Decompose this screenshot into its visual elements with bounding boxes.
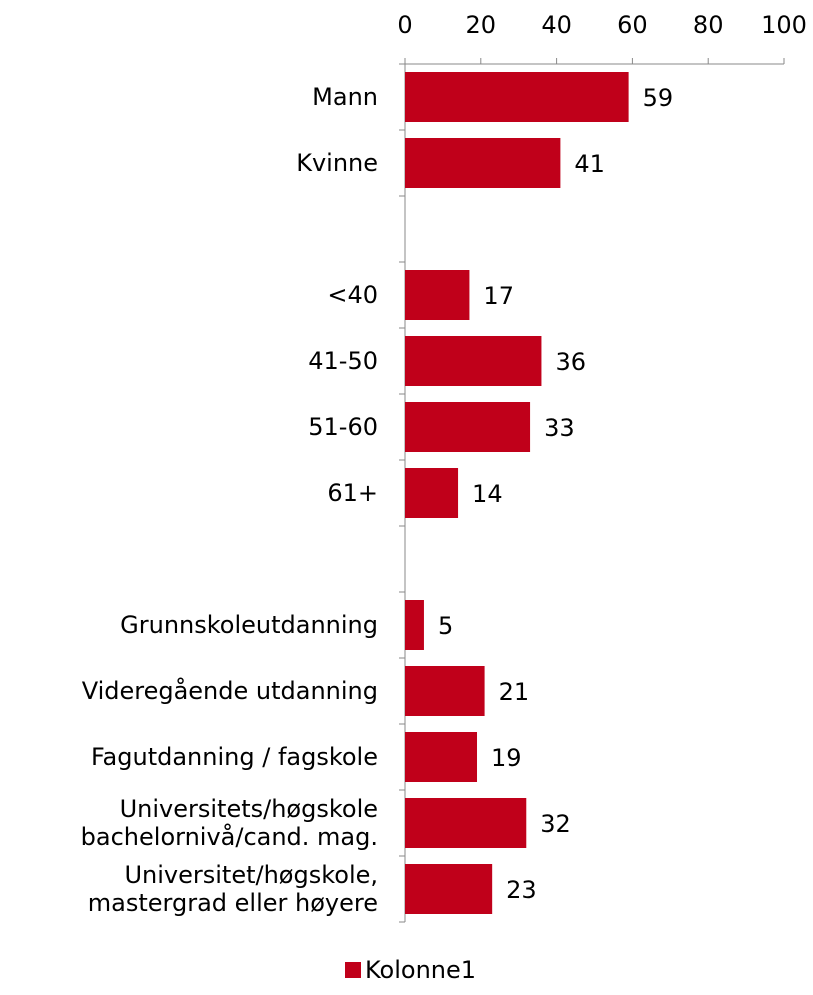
value-label: 17 xyxy=(483,282,514,310)
value-label: 33 xyxy=(544,414,575,442)
y-tick-label: Universitet/høgskole, mastergrad eller h… xyxy=(87,861,378,917)
y-tick-label: 41-50 xyxy=(308,347,378,375)
value-label: 36 xyxy=(555,348,586,376)
value-label: 21 xyxy=(499,678,530,706)
bar xyxy=(405,468,459,518)
bar xyxy=(405,270,470,320)
x-tick-label: 40 xyxy=(541,11,572,39)
value-label: 19 xyxy=(491,744,522,772)
y-tick-label: 51-60 xyxy=(308,413,378,441)
bar xyxy=(405,336,542,386)
x-tick-label: 100 xyxy=(761,11,807,39)
value-label: 23 xyxy=(506,876,537,904)
y-tick-label: Grunnskoleutdanning xyxy=(120,611,378,639)
legend-label: Kolonne1 xyxy=(365,956,476,984)
value-label: 5 xyxy=(438,612,453,640)
bar xyxy=(405,732,478,782)
bar xyxy=(405,798,527,848)
y-tick-label: Kvinne xyxy=(296,149,378,177)
value-label: 32 xyxy=(540,810,571,838)
x-tick-label: 20 xyxy=(466,11,497,39)
value-label: 59 xyxy=(643,84,674,112)
x-tick-label: 80 xyxy=(693,11,724,39)
value-label: 41 xyxy=(574,150,605,178)
legend-swatch xyxy=(345,962,361,978)
y-tick-label: <40 xyxy=(327,281,378,309)
x-tick-label: 0 xyxy=(397,11,412,39)
bar xyxy=(405,666,485,716)
bar xyxy=(405,402,531,452)
bar xyxy=(405,864,493,914)
y-tick-label: Universitets/høgskole bachelornivå/cand.… xyxy=(80,795,378,851)
bar xyxy=(405,138,561,188)
y-tick-label: Videregående utdanning xyxy=(81,677,378,705)
value-label: 14 xyxy=(472,480,503,508)
y-tick-label: 61+ xyxy=(327,479,378,507)
y-tick-label: Fagutdanning / fagskole xyxy=(90,743,378,771)
bar xyxy=(405,600,424,650)
x-tick-label: 60 xyxy=(617,11,648,39)
bar xyxy=(405,72,629,122)
y-tick-label: Mann xyxy=(312,83,378,111)
